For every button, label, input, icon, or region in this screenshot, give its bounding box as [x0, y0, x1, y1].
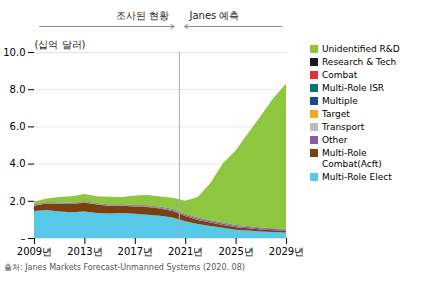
svg-text:10.0: 10.0: [3, 47, 25, 58]
svg-text:4.0: 4.0: [10, 158, 26, 169]
html-text:Other: Other: [322, 135, 348, 145]
svg-text:2009년: 2009년: [17, 246, 52, 257]
svg-text:(십억 달러): (십억 달러): [35, 39, 86, 50]
svg-text:8.0: 8.0: [10, 84, 26, 95]
svg-text:–: –: [21, 233, 26, 244]
svg-text:2025년: 2025년: [218, 246, 253, 257]
html-text:출처: Janes Markets Forecast-Unm: 출처: Janes Markets Forecast-Unmanned Syst…: [4, 263, 245, 272]
html-text:Transport: Transport: [322, 122, 365, 132]
svg-text:2029년: 2029년: [269, 246, 304, 257]
svg-text:2021년: 2021년: [168, 246, 203, 257]
svg-text:Janes 예측: Janes 예측: [188, 10, 239, 21]
svg-text:2013년: 2013년: [67, 246, 102, 257]
svg-text:2.0: 2.0: [10, 196, 26, 207]
html-text:Multiple: Multiple: [322, 96, 358, 106]
html-text:Multi-Role ISR: Multi-Role ISR: [322, 83, 385, 93]
svg-text:6.0: 6.0: [10, 121, 26, 132]
svg-text:2017년: 2017년: [118, 246, 153, 257]
html-text:Combat: Combat: [322, 70, 358, 80]
html-text:Multi-Role Combat(Acft): Multi-Role Combat(Acft): [322, 148, 382, 169]
html-text:Multi-Role Elect: Multi-Role Elect: [322, 172, 392, 182]
html-text:Research & Tech: Research & Tech: [322, 57, 397, 67]
html-text:Target: Target: [322, 109, 350, 119]
html-text:Unidentified R&D: Unidentified R&D: [322, 44, 400, 54]
svg-text:조사된 현황: 조사된 현황: [116, 10, 169, 21]
